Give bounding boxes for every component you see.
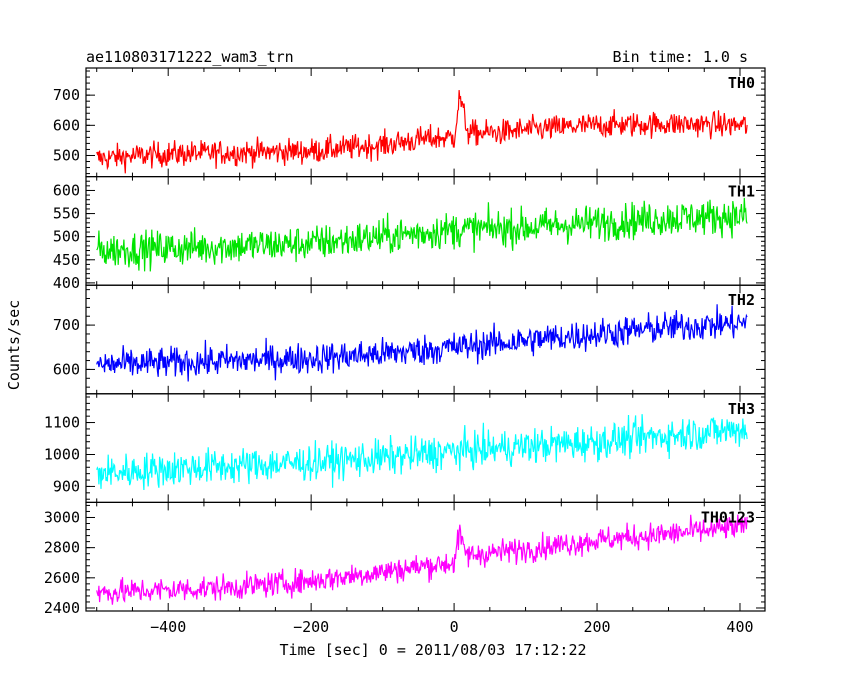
chart-title: ae110803171222_wam3_trn (86, 48, 294, 66)
y-tick-label: 550 (53, 205, 80, 223)
y-tick-label: 600 (53, 116, 80, 134)
y-tick-label: 500 (53, 228, 80, 246)
y-tick-label: 600 (53, 181, 80, 199)
y-tick-label: 400 (53, 274, 80, 292)
y-tick-label: 3000 (44, 508, 80, 526)
series-label-th1: TH1 (728, 183, 755, 201)
series-label-th3: TH3 (728, 400, 755, 418)
panels: 500 600 700 TH0 400 450 500 550 600 TH1 600 700 TH2 9… (44, 67, 766, 617)
series-line-th1 (96, 197, 748, 272)
y-tick-label: 500 (53, 146, 80, 164)
y-tick-label: 2800 (44, 539, 80, 557)
series-label-th2: TH2 (728, 291, 755, 309)
y-tick-label: 700 (53, 86, 80, 104)
x-tick-label: 200 (583, 618, 610, 636)
y-tick-label: 1100 (44, 414, 80, 432)
series-label-th0: TH0 (728, 74, 755, 92)
x-tick-label: 400 (726, 618, 753, 636)
x-tick-labels: −400 −200 0 200 400 (150, 618, 753, 636)
panel-th3: 900 1000 1100 TH3 (44, 393, 766, 503)
y-tick-label: 1000 (44, 445, 80, 463)
series-label-th0123: TH0123 (701, 508, 755, 526)
bin-time-label: Bin time: 1.0 s (613, 48, 748, 66)
y-tick-label: 700 (53, 316, 80, 334)
panel-th0123: 2400 2600 2800 3000 TH0123 (44, 501, 766, 617)
panel-th0: 500 600 700 TH0 (53, 67, 766, 178)
y-tick-label: 2600 (44, 569, 80, 587)
x-tick-label: 0 (450, 618, 459, 636)
series-line-th0 (96, 90, 748, 174)
y-tick-label: 2400 (44, 599, 80, 617)
series-line-th2 (96, 304, 748, 382)
panel-th1: 400 450 500 550 600 TH1 (53, 176, 766, 292)
panel-frame (85, 501, 766, 612)
series-line-th0123 (96, 514, 748, 605)
x-axis-label: Time [sec] 0 = 2011/08/03 17:12:22 (279, 641, 586, 659)
x-tick-label: −200 (293, 618, 329, 636)
y-axis-label: Counts/sec (5, 300, 23, 390)
panel-th2: 600 700 TH2 (53, 284, 766, 395)
panel-frame (85, 67, 766, 178)
y-tick-label: 450 (53, 251, 80, 269)
series-line-th3 (96, 414, 748, 491)
y-tick-label: 900 (53, 477, 80, 495)
y-tick-label: 600 (53, 360, 80, 378)
x-tick-label: −400 (150, 618, 186, 636)
panel-frame (85, 176, 766, 286)
